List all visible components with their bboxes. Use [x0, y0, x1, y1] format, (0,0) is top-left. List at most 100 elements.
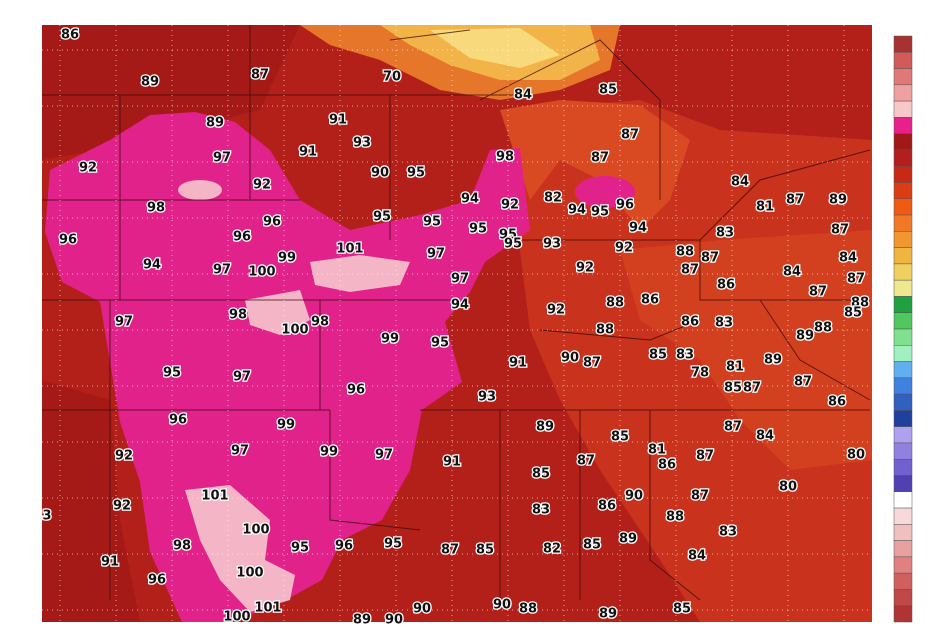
colorbar-segment: [893, 540, 913, 558]
colorbar-segment: [893, 605, 913, 623]
temperature-label: 96: [59, 233, 77, 248]
temperature-label: 88: [851, 296, 869, 311]
temperature-label: 90: [561, 351, 579, 366]
temperature-label: 92: [253, 178, 271, 193]
temperature-label: 98: [173, 539, 191, 554]
temperature-label: 86: [641, 293, 659, 308]
temperature-label: 86: [717, 278, 735, 293]
temperature-label: 87: [809, 285, 827, 300]
colorbar-segment: [893, 458, 913, 476]
temperature-label: 100: [248, 265, 275, 280]
temperature-label: 97: [213, 151, 231, 166]
temperature-label: 98: [147, 201, 165, 216]
temperature-label: 101: [201, 489, 228, 504]
dark-field: [42, 380, 140, 622]
temperature-label: 85: [649, 348, 667, 363]
temperature-label: 87: [621, 128, 639, 143]
temperature-label: 97: [451, 272, 469, 287]
warm-field: [520, 100, 872, 622]
temperature-label: 78: [691, 366, 709, 381]
temperature-label: 96: [335, 539, 353, 554]
temperature-label: 86: [598, 499, 616, 514]
colorbar-segment: [893, 361, 913, 379]
temperature-label: 81: [756, 200, 774, 215]
temperature-label: 92: [79, 161, 97, 176]
temperature-label: 91: [329, 113, 347, 128]
temperature-label: 97: [375, 448, 393, 463]
temperature-label: 89: [764, 353, 782, 368]
temperature-label: 84: [731, 175, 749, 190]
temperature-label: 95: [407, 166, 425, 181]
temperature-label: 91: [509, 356, 527, 371]
temperature-label: 96: [616, 198, 634, 213]
colorbar-segment: [893, 572, 913, 590]
dark-field: [42, 25, 300, 160]
temperature-label: 91: [101, 555, 119, 570]
temperature-label: 96: [148, 573, 166, 588]
colorbar-segment: [893, 410, 913, 427]
colorbar-segment: [893, 263, 913, 281]
temperature-label: 82: [543, 542, 561, 557]
colorbar-segment: [893, 524, 913, 541]
temperature-label: 94: [143, 258, 161, 273]
temperature-label: 84: [756, 429, 774, 444]
temperature-label: 95: [291, 541, 309, 556]
temperature-label: 97: [427, 247, 445, 262]
colorbar-segment: [893, 198, 913, 216]
temperature-label: 81: [726, 360, 744, 375]
temperature-label: 87: [696, 449, 714, 464]
temperature-label: 85: [611, 430, 629, 445]
colorbar-segment: [893, 133, 913, 151]
colorbar-segment: [893, 165, 913, 183]
temperature-label: 90: [413, 602, 431, 617]
temperature-label: 98: [496, 150, 514, 165]
colorbar-segment: [893, 52, 913, 69]
temperature-label: 99: [278, 251, 296, 266]
temperature-label: 87: [583, 356, 601, 371]
colorbar-segment: [893, 393, 913, 411]
extreme-field: [310, 255, 410, 292]
colorbar-segment: [893, 149, 913, 167]
colorbar-segment: [893, 117, 913, 134]
colorbar-segment: [893, 312, 913, 330]
temperature-label: 95: [384, 537, 402, 552]
hot-field: [45, 112, 530, 622]
colorbar-segment: [893, 296, 913, 313]
colorbar-segment: [893, 247, 913, 265]
temperature-label: 94: [451, 298, 469, 313]
temperature-label: 92: [615, 241, 633, 256]
temperature-label: 99: [277, 418, 295, 433]
temperature-label: 89: [206, 116, 224, 131]
temperature-label: 89: [619, 532, 637, 547]
temperature-label: 94: [461, 192, 479, 207]
temperature-label: 96: [169, 413, 187, 428]
temperature-label: 96: [347, 383, 365, 398]
temperature-label: 87: [724, 420, 742, 435]
colorbar-segment: [893, 84, 913, 102]
temperature-label: 87: [701, 251, 719, 266]
temperature-label: 83: [716, 226, 734, 241]
temperature-label: 87: [577, 454, 595, 469]
temperature-label: 89: [353, 613, 371, 628]
temperature-label: 84: [514, 88, 532, 103]
temperature-label: 84: [783, 265, 801, 280]
extreme-field: [185, 485, 295, 612]
temperature-label: 85: [673, 602, 691, 617]
temperature-label: 87: [831, 223, 849, 238]
temperature-label: 86: [828, 395, 846, 410]
temperature-label: 98: [229, 308, 247, 323]
temperature-label: 89: [141, 75, 159, 90]
temperature-label: 90: [625, 489, 643, 504]
temperature-label: 101: [336, 242, 363, 257]
temperature-label: 100: [281, 323, 308, 338]
temperature-label: 87: [441, 543, 459, 558]
temperature-label: 86: [61, 28, 79, 43]
colorbar-segment: [893, 214, 913, 232]
temperature-label: 85: [583, 538, 601, 553]
extreme-field: [245, 290, 310, 335]
temperature-label: 83: [719, 525, 737, 540]
temperature-label: 83: [532, 503, 550, 518]
temperature-label: 86: [658, 458, 676, 473]
temperature-label: 84: [839, 251, 857, 266]
